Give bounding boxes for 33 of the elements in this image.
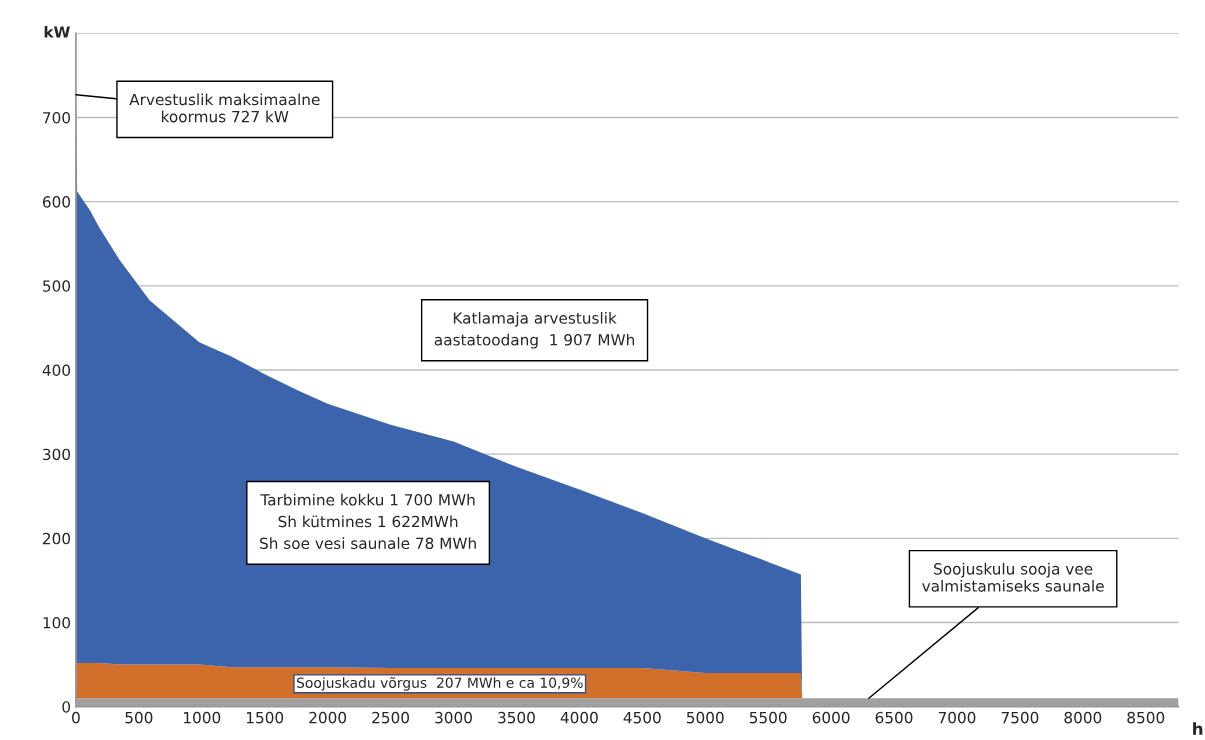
x-tick-label: 8000 bbox=[1064, 711, 1102, 724]
y-tick-label: 700 bbox=[43, 111, 71, 124]
y-tick-label: 0 bbox=[62, 701, 71, 713]
x-tick-label: 7000 bbox=[938, 711, 976, 724]
x-tick-label: 3500 bbox=[498, 711, 535, 724]
annotation: Soojuskadu võrgus 207 MWh e ca 10,9% bbox=[296, 676, 583, 691]
x-tick-label: 5500 bbox=[749, 711, 787, 724]
x-axis-title: h bbox=[1193, 722, 1203, 735]
x-tick-label: 8500 bbox=[1127, 711, 1165, 724]
annotation: Arvestuslik maksimaalne koormus 727 kW bbox=[129, 93, 320, 123]
y-tick-label: 400 bbox=[42, 364, 71, 377]
annotation: Katlamaja arvestuslik aastatoodang 1 907 MWh bbox=[434, 312, 635, 349]
x-tick-label: 2000 bbox=[309, 711, 347, 724]
x-tick-label: 1500 bbox=[246, 711, 284, 724]
x-tick-label: 6500 bbox=[875, 711, 913, 724]
x-tick-label: 6000 bbox=[812, 711, 850, 724]
x-tick-label: 5000 bbox=[686, 711, 724, 724]
x-tick-label: 4500 bbox=[623, 711, 661, 724]
y-axis-title: kW bbox=[44, 25, 70, 38]
x-tick-label: 4000 bbox=[560, 711, 598, 724]
x-tick-label: 7500 bbox=[1001, 711, 1039, 724]
y-tick-label: 600 bbox=[42, 196, 71, 208]
annotation: Tarbimine kokku 1 700 MWh Sh kütmines 1 622MWh Sh soe vesi saunale 78 MWh bbox=[260, 493, 476, 550]
y-tick-label: 200 bbox=[43, 532, 71, 545]
y-tick-label: 100 bbox=[43, 616, 71, 629]
y-tick-label: 300 bbox=[43, 448, 71, 461]
x-tick-label: 2500 bbox=[372, 711, 409, 724]
x-tick-label: 1000 bbox=[184, 711, 221, 724]
y-tick-label: 500 bbox=[43, 280, 71, 292]
x-tick-label: 500 bbox=[125, 711, 153, 724]
x-tick-label: 3000 bbox=[435, 711, 472, 724]
x-tick-label: 0 bbox=[72, 711, 80, 724]
annotation: Soojuskulu sooja vee valmistamiseks saunale bbox=[922, 562, 1104, 592]
